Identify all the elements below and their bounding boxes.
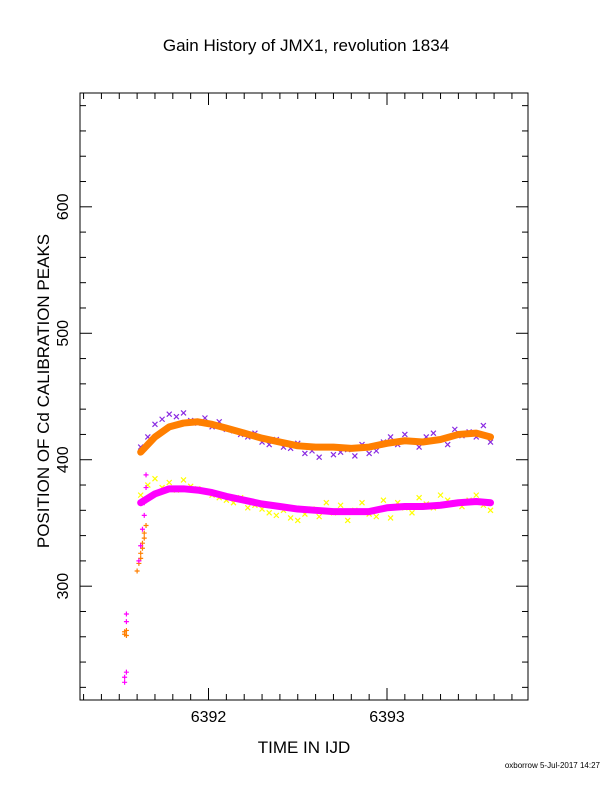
data-point-0 (159, 416, 166, 423)
data-point-0 (401, 431, 408, 438)
data-point-4 (141, 535, 147, 541)
data-point-5 (138, 543, 144, 549)
x-tick-label: 6392 (191, 709, 227, 726)
data-point-4 (139, 545, 145, 551)
x-tick-label: 6393 (369, 709, 405, 726)
data-point-5 (123, 611, 129, 617)
data-point-2 (373, 513, 380, 520)
data-point-0 (166, 411, 173, 418)
data-point-4 (123, 627, 129, 633)
footer-stamp: oxborrow 5-Jul-2017 14:27 (504, 761, 600, 770)
data-point-2 (487, 507, 494, 514)
data-point-5 (143, 485, 149, 491)
data-point-2 (316, 513, 323, 520)
data-point-5 (141, 512, 147, 518)
data-point-4 (134, 568, 140, 574)
y-tick-label: 500 (55, 320, 72, 347)
y-tick-label: 600 (55, 193, 72, 220)
data-point-0 (451, 426, 458, 433)
data-point-0 (316, 454, 323, 461)
data-point-4 (139, 540, 145, 546)
data-point-2 (337, 502, 344, 509)
chart-title: Gain History of JMX1, revolution 1834 (162, 36, 450, 55)
data-point-5 (143, 472, 149, 478)
data-point-5 (141, 500, 147, 506)
fit-line-1 (137, 418, 495, 456)
data-point-0 (416, 444, 423, 451)
data-point-4 (138, 550, 144, 556)
data-point-5 (123, 619, 129, 625)
plot-frame (79, 92, 529, 701)
data-point-2 (273, 512, 280, 519)
data-point-0 (444, 441, 451, 448)
data-point-0 (487, 439, 494, 445)
data-point-0 (173, 413, 180, 420)
data-point-2 (380, 497, 387, 504)
data-point-2 (137, 492, 144, 499)
y-tick-label: 400 (55, 446, 72, 473)
data-point-2 (359, 499, 365, 506)
data-point-2 (387, 514, 394, 521)
data-point-5 (122, 674, 128, 680)
data-point-5 (136, 558, 142, 564)
data-point-2 (416, 494, 423, 501)
data-point-2 (409, 509, 415, 516)
data-point-4 (138, 555, 144, 561)
data-point-2 (323, 499, 330, 506)
data-point-2 (180, 477, 187, 483)
data-point-0 (351, 453, 358, 459)
data-point-0 (180, 410, 187, 416)
data-point-2 (266, 509, 273, 516)
data-point-2 (344, 517, 351, 524)
data-point-0 (480, 422, 487, 429)
data-point-0 (152, 421, 158, 428)
y-tick-label: 300 (55, 573, 72, 600)
data-point-4 (143, 522, 149, 528)
data-point-2 (294, 517, 301, 524)
data-point-0 (330, 451, 337, 458)
data-point-2 (437, 492, 444, 499)
x-axis-label: TIME IN IJD (257, 738, 351, 757)
data-point-2 (244, 504, 251, 511)
data-point-5 (123, 669, 129, 675)
data-point-0 (430, 430, 437, 437)
data-point-2 (152, 475, 158, 482)
data-point-4 (141, 530, 147, 536)
data-point-0 (387, 434, 394, 440)
data-point-4 (123, 633, 129, 639)
fit-line-3 (137, 485, 495, 516)
data-point-2 (287, 514, 294, 521)
data-point-5 (139, 526, 145, 532)
data-point-2 (166, 479, 173, 486)
data-point-2 (473, 492, 480, 499)
data-point-5 (122, 679, 128, 685)
data-point-0 (366, 450, 373, 457)
data-point-0 (301, 450, 308, 457)
